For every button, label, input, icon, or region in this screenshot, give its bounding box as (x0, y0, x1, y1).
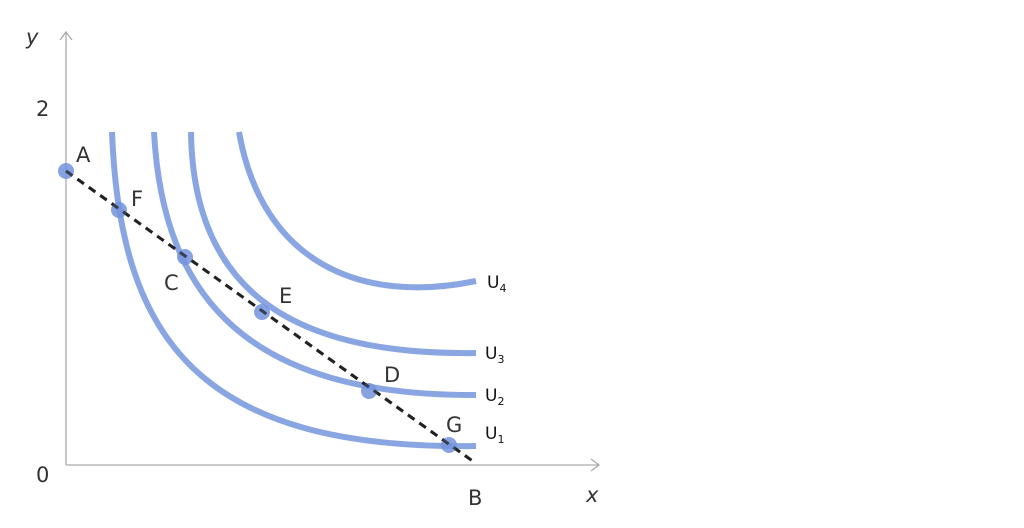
curve-label-subscript: 4 (499, 282, 506, 295)
x-intercept-label: B (468, 486, 482, 510)
curve-label-u3: U3 (485, 344, 504, 366)
curve-label-text: U (485, 386, 497, 406)
point-e-label: E (279, 284, 292, 308)
curve-label-u1: U1 (485, 424, 504, 446)
curve-label-text: U (487, 273, 499, 293)
curve-label-subscript: 2 (497, 395, 504, 408)
point-d-label: D (384, 363, 400, 387)
point-d (361, 383, 377, 399)
x-axis-arrow (590, 458, 601, 472)
indifference-curve-u4 (236, 131, 477, 291)
curve-label-u4: U4 (487, 273, 506, 295)
point-f-label: F (131, 187, 143, 211)
axes (59, 30, 601, 472)
point-g-label: G (446, 413, 462, 437)
point-a-label: A (76, 143, 91, 167)
curve-label-subscript: 3 (497, 353, 504, 366)
point-c-label: C (164, 271, 179, 295)
curve-label-u2: U2 (485, 386, 504, 408)
y-tick-label: 2 (36, 97, 49, 121)
x-axis-label: x (585, 483, 599, 507)
curve-label-text: U (485, 424, 497, 444)
curve-label-subscript: 1 (497, 433, 504, 446)
indifference-curve-u3 (188, 131, 477, 357)
y-axis-arrow (59, 30, 73, 41)
origin-label: 0 (36, 463, 49, 487)
y-axis-label: y (25, 25, 39, 49)
curve-label-text: U (485, 344, 497, 364)
indifference-curve-u2 (151, 131, 477, 399)
